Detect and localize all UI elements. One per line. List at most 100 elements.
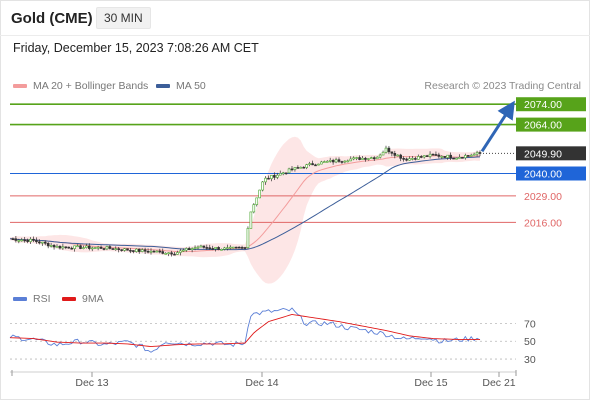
- candle-body: [393, 153, 397, 156]
- candle-body: [325, 161, 329, 163]
- candle-body: [105, 246, 109, 250]
- candle-body: [455, 157, 458, 160]
- candle-body: [38, 241, 41, 244]
- candle-body: [299, 166, 303, 169]
- rsi-tick-30: 30: [524, 354, 536, 366]
- candle-body: [20, 239, 24, 242]
- candle-body: [314, 164, 317, 167]
- candle-body: [196, 246, 200, 249]
- candle-body: [364, 157, 367, 160]
- candle-body: [449, 154, 452, 159]
- candle-body: [137, 248, 141, 252]
- candle-body: [176, 252, 179, 255]
- candle-body: [114, 248, 118, 250]
- candle-body: [323, 161, 326, 163]
- candle-body: [126, 248, 129, 251]
- candle-body: [102, 248, 106, 250]
- candle-body: [43, 241, 47, 244]
- candle-body: [464, 155, 467, 159]
- level-tag-2074-00: [516, 97, 586, 112]
- candle-body: [422, 155, 426, 158]
- candle-body: [461, 157, 464, 159]
- timestamp: Friday, December 15, 2023 7:08:26 AM CET: [13, 41, 259, 55]
- current-price-tag: [516, 146, 586, 161]
- time-axis: Dec 13 Dec 14 Dec 15 Dec 21: [10, 370, 517, 389]
- candle-body: [82, 247, 85, 249]
- candle-body: [267, 177, 270, 180]
- candle-body: [226, 247, 229, 249]
- candle-body: [214, 247, 217, 250]
- timeframe-badge[interactable]: 30 MIN: [96, 7, 151, 29]
- candle-body: [452, 157, 455, 160]
- candle-body: [17, 239, 21, 242]
- candle-body: [431, 153, 435, 156]
- projection-arrow: [480, 100, 515, 153]
- candle-body: [405, 158, 408, 161]
- candle-body: [132, 250, 135, 252]
- candle-body: [469, 154, 473, 157]
- candle-body: [173, 253, 176, 256]
- price-panel: 2074.00 2064.00 2040.00 2029.00 2016.00 2049.…: [9, 97, 586, 284]
- candle-body: [443, 156, 447, 158]
- candle-body: [208, 247, 212, 249]
- candle-body: [287, 168, 291, 174]
- candle-body: [440, 156, 444, 158]
- candle-body: [143, 249, 147, 252]
- level-label-2016-00: 2016.00: [524, 217, 562, 229]
- candle-body: [123, 248, 126, 251]
- candle-body: [67, 246, 71, 249]
- candle-body: [370, 157, 373, 159]
- candle-body: [41, 241, 44, 244]
- level-label-2074-00: 2074.00: [524, 99, 562, 111]
- candle-body: [111, 248, 115, 250]
- candle-body: [14, 238, 18, 241]
- candle-body: [76, 245, 79, 248]
- candle-body: [334, 159, 338, 163]
- candle-body: [182, 249, 185, 252]
- candle-body: [273, 175, 276, 178]
- candle-body: [73, 245, 76, 249]
- candle-body: [396, 154, 400, 157]
- level-tag-2040-00: [516, 166, 586, 181]
- ma50-line: [9, 156, 481, 251]
- candle-body: [108, 246, 112, 249]
- candle-body: [414, 158, 417, 160]
- candle-body: [70, 247, 73, 250]
- candle-body: [346, 160, 350, 163]
- candle-body: [243, 247, 247, 249]
- candle-body: [52, 245, 56, 248]
- candle-body: [205, 247, 209, 249]
- rsi-swatch: [13, 297, 27, 301]
- candle-body: [61, 246, 65, 249]
- candle-body: [317, 163, 320, 166]
- candle-body: [237, 246, 241, 249]
- candle-body: [46, 242, 50, 247]
- candle-body: [184, 248, 188, 251]
- rsi-tick-50: 50: [524, 336, 536, 348]
- rsi-panel: 70 50 30: [9, 307, 536, 366]
- candle-body: [387, 147, 391, 153]
- candle-body: [255, 197, 259, 205]
- candle-body: [146, 250, 150, 253]
- time-label-dec-15: Dec 15: [414, 377, 447, 389]
- candle-body: [58, 245, 62, 249]
- candle-body: [284, 172, 288, 175]
- candle-body: [96, 246, 100, 249]
- level-label-2029-00: 2029.00: [524, 191, 562, 203]
- candle-body: [99, 246, 103, 249]
- candle-body: [458, 157, 461, 159]
- bollinger-band: [10, 136, 480, 284]
- candle-body: [308, 163, 311, 165]
- candle-body: [170, 252, 173, 255]
- candle-body: [417, 156, 420, 160]
- ma50-swatch: [156, 84, 170, 88]
- candle-body: [446, 154, 449, 158]
- legend-ma20: MA 20 + Bollinger Bands: [13, 80, 148, 92]
- candle-body: [93, 247, 97, 249]
- candle-body: [466, 155, 470, 157]
- candle-body: [158, 250, 162, 253]
- candle-body: [428, 153, 432, 157]
- candle-body: [35, 240, 38, 243]
- candle-body: [328, 159, 332, 162]
- candle-body: [246, 228, 250, 248]
